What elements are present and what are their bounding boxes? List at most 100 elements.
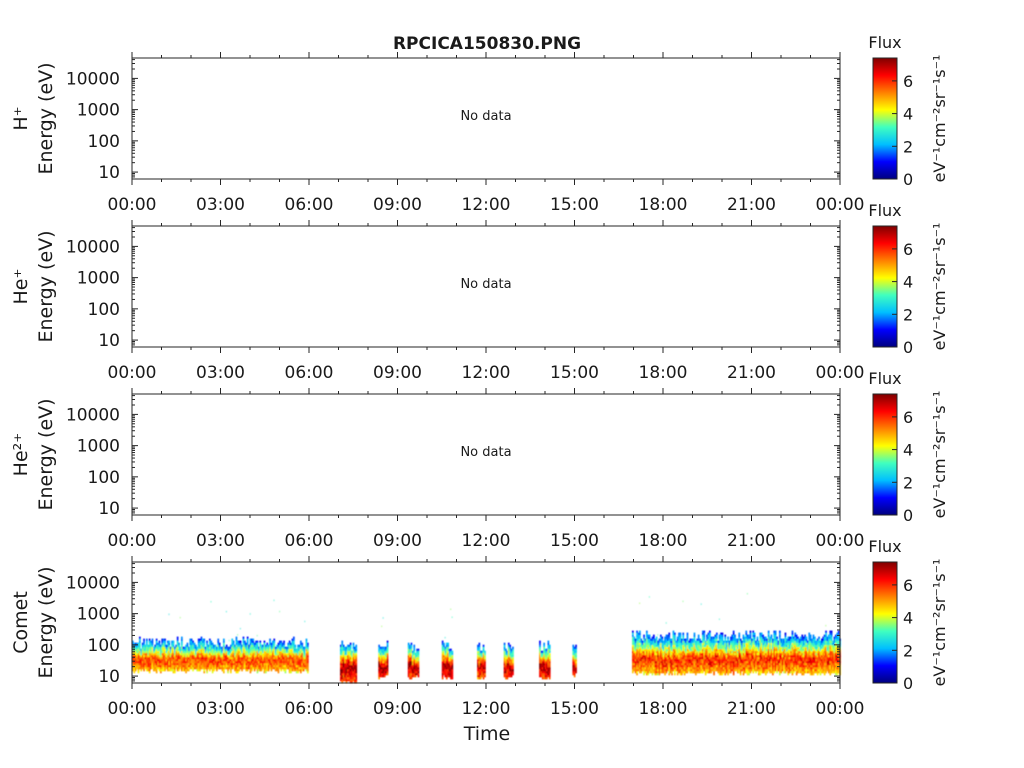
- flux-cell: [383, 652, 386, 656]
- flux-cell: [355, 656, 358, 660]
- flux-cell: [724, 670, 727, 674]
- flux-cell: [224, 654, 227, 658]
- flux-cell: [162, 662, 165, 666]
- flux-cell: [272, 652, 274, 656]
- flux-cell: [746, 646, 749, 650]
- flux-cell: [660, 640, 662, 643]
- flux-cell: [759, 632, 762, 635]
- flux-cell: [352, 650, 355, 654]
- flux-cell: [202, 666, 204, 670]
- flux-cell: [385, 648, 387, 652]
- flux-cell: [707, 642, 710, 646]
- flux-cell: [746, 640, 749, 643]
- flux-cell: [290, 662, 292, 666]
- flux-cell: [269, 644, 271, 648]
- flux-cell: [263, 650, 266, 654]
- flux-cell: [644, 666, 647, 670]
- flux-cell: [732, 632, 735, 635]
- flux-cell: [286, 664, 288, 668]
- flux-cell: [664, 642, 666, 646]
- flux-cell: [132, 668, 134, 672]
- flux-cell: [686, 662, 689, 666]
- flux-cell: [354, 681, 356, 684]
- flux-cell: [541, 654, 544, 658]
- flux-cell: [167, 662, 169, 666]
- flux-cell: [256, 668, 259, 672]
- flux-cell: [251, 656, 253, 660]
- flux-cell: [711, 668, 714, 672]
- flux-cell: [190, 666, 193, 670]
- flux-cell: [348, 654, 351, 658]
- flux-cell: [153, 660, 155, 664]
- flux-cell: [148, 668, 151, 672]
- flux-cell: [723, 656, 725, 660]
- flux-cell: [668, 642, 671, 646]
- flux-cell: [281, 656, 284, 660]
- flux-cell: [709, 654, 711, 658]
- flux-cell: [340, 650, 342, 654]
- flux-cell: [720, 672, 722, 676]
- flux-cell: [231, 638, 234, 641]
- flux-cell: [183, 654, 186, 658]
- flux-cell: [203, 660, 206, 664]
- flux-cell: [697, 668, 700, 672]
- flux-cell: [721, 660, 724, 664]
- flux-cell: [448, 670, 451, 674]
- flux-cell: [704, 666, 707, 670]
- flux-cell: [386, 666, 389, 670]
- flux-cell: [274, 652, 277, 656]
- flux-cell: [718, 672, 721, 676]
- flux-cell: [231, 660, 234, 664]
- flux-cell: [637, 658, 640, 662]
- flux-cell: [746, 658, 749, 662]
- flux-cell: [214, 652, 217, 656]
- flux-cell: [225, 646, 228, 650]
- flux-cell: [297, 648, 299, 652]
- flux-cell: [651, 666, 654, 670]
- flux-cell: [148, 670, 151, 674]
- flux-cell: [181, 648, 183, 652]
- flux-cell: [450, 664, 452, 668]
- flux-cell: [681, 642, 683, 646]
- flux-cell: [295, 656, 298, 660]
- flux-cell: [158, 646, 161, 650]
- flux-cell: [688, 646, 690, 650]
- flux-cell: [290, 646, 292, 650]
- flux-cell: [661, 654, 664, 658]
- flux-cell: [407, 674, 410, 678]
- flux-cell: [738, 640, 741, 643]
- flux-cell: [753, 662, 756, 666]
- flux-cell: [190, 640, 193, 643]
- flux-cell: [644, 662, 647, 666]
- flux-cell: [693, 640, 696, 643]
- flux-cell: [230, 654, 232, 658]
- flux-cell: [269, 660, 271, 664]
- flux-cell: [484, 672, 486, 676]
- flux-cell: [755, 656, 757, 660]
- flux-cell: [251, 650, 253, 654]
- flux-cell: [176, 644, 179, 648]
- x-tick-label: 00:00: [108, 531, 157, 551]
- flux-cell: [176, 638, 179, 641]
- flux-cell: [636, 636, 638, 639]
- flux-cell: [202, 642, 204, 646]
- flux-cell: [636, 630, 638, 633]
- flux-cell: [255, 650, 257, 654]
- flux-cell: [548, 652, 551, 656]
- flux-cell: [223, 646, 225, 650]
- flux-cell: [137, 666, 140, 670]
- flux-cell: [661, 656, 664, 660]
- flux-cell: [340, 658, 342, 662]
- flux-cell: [730, 658, 732, 662]
- flux-cell: [540, 660, 543, 664]
- flux-cell: [575, 656, 577, 660]
- colorbar-title: Flux: [868, 33, 901, 52]
- flux-cell: [714, 638, 717, 641]
- x-tick-label: 03:00: [196, 195, 245, 215]
- flux-cell: [658, 670, 661, 674]
- flux-cell: [637, 640, 640, 643]
- flux-cell: [699, 670, 701, 674]
- flux-cell: [731, 636, 734, 639]
- flux-cell: [658, 648, 661, 652]
- flux-cell: [165, 658, 168, 662]
